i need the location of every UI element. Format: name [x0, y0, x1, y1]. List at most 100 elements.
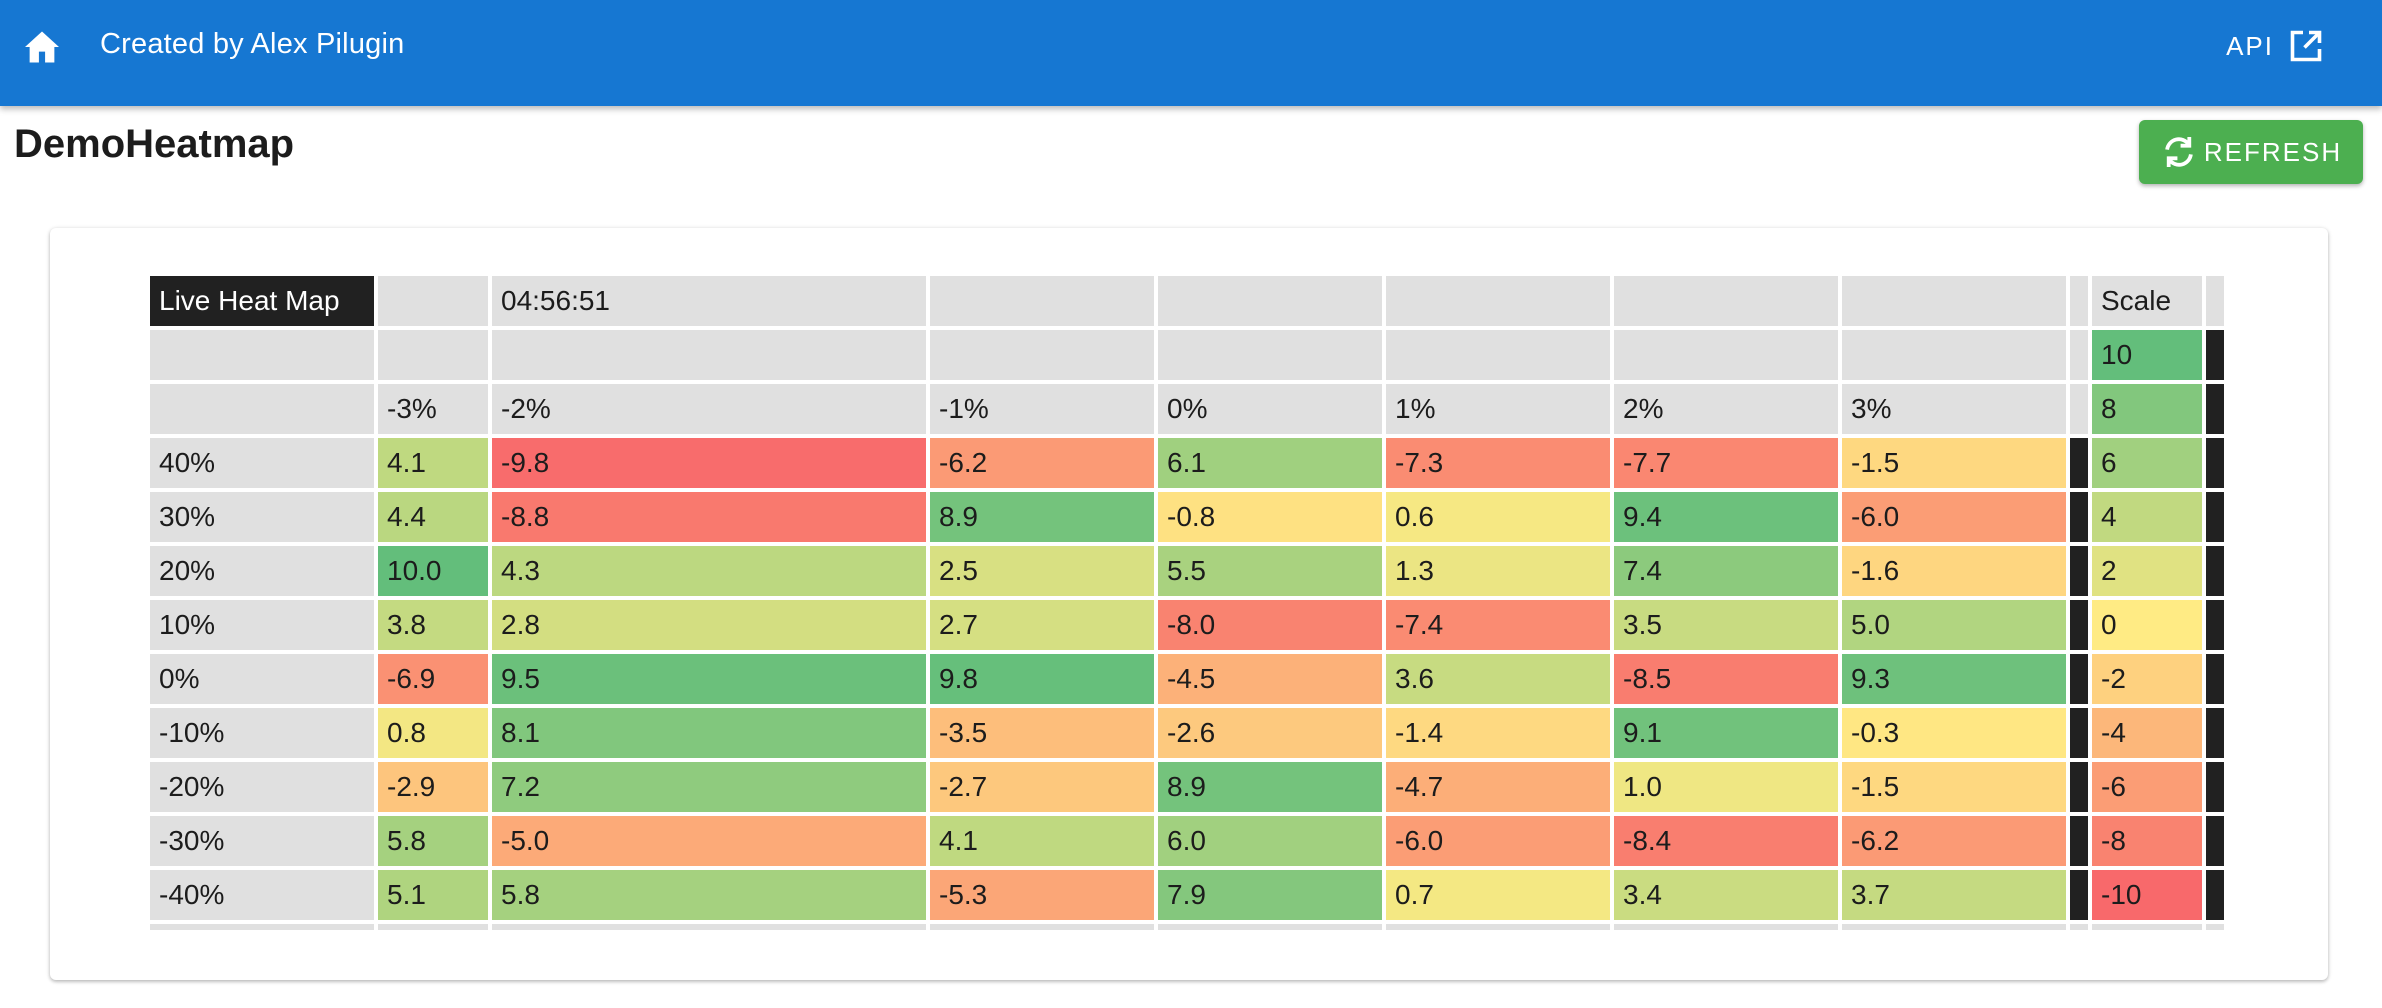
- header-empty-cell: [1842, 330, 2066, 380]
- api-label: API: [2226, 30, 2274, 61]
- heatmap-cell: -6.0: [1842, 492, 2066, 542]
- tail-cell: [2206, 924, 2224, 930]
- heatmap-cell: 6.0: [1158, 816, 1382, 866]
- heatmap-cell: 4.1: [378, 438, 488, 488]
- column-header: -2%: [492, 384, 926, 434]
- tail-cell: [1614, 924, 1838, 930]
- tail-cell: [492, 924, 926, 930]
- heatmap-cell: 4.4: [378, 492, 488, 542]
- scale-bar: [2206, 492, 2224, 542]
- column-gap: [2070, 492, 2088, 542]
- header-empty-cell: [1158, 276, 1382, 326]
- column-header: 0%: [1158, 384, 1382, 434]
- app-bar: Created by Alex Pilugin API: [0, 0, 2382, 106]
- scale-bar: [2206, 708, 2224, 758]
- column-gap: [2070, 708, 2088, 758]
- api-link[interactable]: API: [2226, 22, 2324, 70]
- heatmap-cell: 3.8: [378, 600, 488, 650]
- header-empty-cell: [1386, 330, 1610, 380]
- heatmap-cell: -8.8: [492, 492, 926, 542]
- scale-value: -6: [2092, 762, 2202, 812]
- header-empty-cell: [492, 330, 926, 380]
- heatmap-cell: -4.7: [1386, 762, 1610, 812]
- heatmap-row: 0% -6.9 9.5 9.8 -4.5 3.6 -8.5 9.3 -2: [150, 654, 2224, 704]
- column-gap: [2070, 438, 2088, 488]
- header-empty-cell: [378, 330, 488, 380]
- heatmap-cell: -5.3: [930, 870, 1154, 920]
- column-gap: [2070, 816, 2088, 866]
- scale-bar: [2206, 330, 2224, 380]
- heatmap-cell: 6.1: [1158, 438, 1382, 488]
- heatmap-row: 30% 4.4 -8.8 8.9 -0.8 0.6 9.4 -6.0 4: [150, 492, 2224, 542]
- row-header: 30%: [150, 492, 374, 542]
- heatmap-cell: -1.5: [1842, 762, 2066, 812]
- row-header: 0%: [150, 654, 374, 704]
- heatmap-cell: 8.9: [930, 492, 1154, 542]
- heatmap-cell: -6.2: [930, 438, 1154, 488]
- scale-value: 4: [2092, 492, 2202, 542]
- heatmap-cell: 9.5: [492, 654, 926, 704]
- header-empty-cell: [150, 384, 374, 434]
- row-header: -10%: [150, 708, 374, 758]
- heatmap-cell: -2.9: [378, 762, 488, 812]
- scale-value: 8: [2092, 384, 2202, 434]
- heatmap-card: Live Heat Map 04:56:51 Scale 10 -3% -2% -1% 0% 1…: [50, 228, 2328, 980]
- heatmap-cell: 3.5: [1614, 600, 1838, 650]
- scale-bar: [2206, 762, 2224, 812]
- heatmap-cell: 5.5: [1158, 546, 1382, 596]
- heatmap-cell: 4.1: [930, 816, 1154, 866]
- heatmap-cell: 7.2: [492, 762, 926, 812]
- header-empty-cell: [150, 330, 374, 380]
- heatmap-cell: -0.8: [1158, 492, 1382, 542]
- tail-cell: [378, 924, 488, 930]
- heatmap-row: 10% 3.8 2.8 2.7 -8.0 -7.4 3.5 5.0 0: [150, 600, 2224, 650]
- home-button[interactable]: [22, 27, 62, 67]
- heatmap-cell: 0.6: [1386, 492, 1610, 542]
- heatmap-cell: 7.9: [1158, 870, 1382, 920]
- scale-bar: [2206, 546, 2224, 596]
- heatmap-cell: -6.9: [378, 654, 488, 704]
- open-in-new-icon: [2290, 30, 2322, 62]
- heatmap-tail-row: [150, 924, 2224, 930]
- heatmap-column-header-row: -3% -2% -1% 0% 1% 2% 3% 8: [150, 384, 2224, 434]
- heatmap-cell: -1.5: [1842, 438, 2066, 488]
- heatmap-cell: -3.5: [930, 708, 1154, 758]
- heatmap-cell: 5.8: [492, 870, 926, 920]
- heatmap-cell: -4.5: [1158, 654, 1382, 704]
- heatmap-cell: 2.7: [930, 600, 1154, 650]
- row-header: -30%: [150, 816, 374, 866]
- heatmap-cell: -0.3: [1842, 708, 2066, 758]
- heatmap-cell: -2.7: [930, 762, 1154, 812]
- heatmap-spacer-row: 10: [150, 330, 2224, 380]
- heatmap-cell: 9.1: [1614, 708, 1838, 758]
- heatmap-cell: -2.6: [1158, 708, 1382, 758]
- heatmap-cell: 8.1: [492, 708, 926, 758]
- scale-bar: [2206, 870, 2224, 920]
- scale-bar: [2206, 654, 2224, 704]
- heatmap-row: -30% 5.8 -5.0 4.1 6.0 -6.0 -8.4 -6.2 -8: [150, 816, 2224, 866]
- column-gap: [2070, 546, 2088, 596]
- row-header: 20%: [150, 546, 374, 596]
- scale-value: 0: [2092, 600, 2202, 650]
- heatmap-cell: 3.6: [1386, 654, 1610, 704]
- refresh-label: REFRESH: [2203, 136, 2343, 167]
- heatmap-cell: -6.0: [1386, 816, 1610, 866]
- heatmap-cell: 0.7: [1386, 870, 1610, 920]
- heatmap-cell: 9.3: [1842, 654, 2066, 704]
- scale-bar: [2206, 816, 2224, 866]
- heatmap-row: -40% 5.1 5.8 -5.3 7.9 0.7 3.4 3.7 -10: [150, 870, 2224, 920]
- tail-cell: [2070, 924, 2088, 930]
- heatmap-table: Live Heat Map 04:56:51 Scale 10 -3% -2% -1% 0% 1…: [146, 272, 2228, 934]
- row-header: 10%: [150, 600, 374, 650]
- home-icon: [25, 31, 59, 63]
- scale-value: -4: [2092, 708, 2202, 758]
- header-empty-cell: [1614, 330, 1838, 380]
- row-header: -40%: [150, 870, 374, 920]
- heatmap-cell: -8.4: [1614, 816, 1838, 866]
- header-empty-cell: [930, 276, 1154, 326]
- refresh-button[interactable]: REFRESH: [2139, 120, 2363, 184]
- tail-cell: [1158, 924, 1382, 930]
- heatmap-cell: -8.5: [1614, 654, 1838, 704]
- scale-value: -2: [2092, 654, 2202, 704]
- tail-cell: [2092, 924, 2202, 930]
